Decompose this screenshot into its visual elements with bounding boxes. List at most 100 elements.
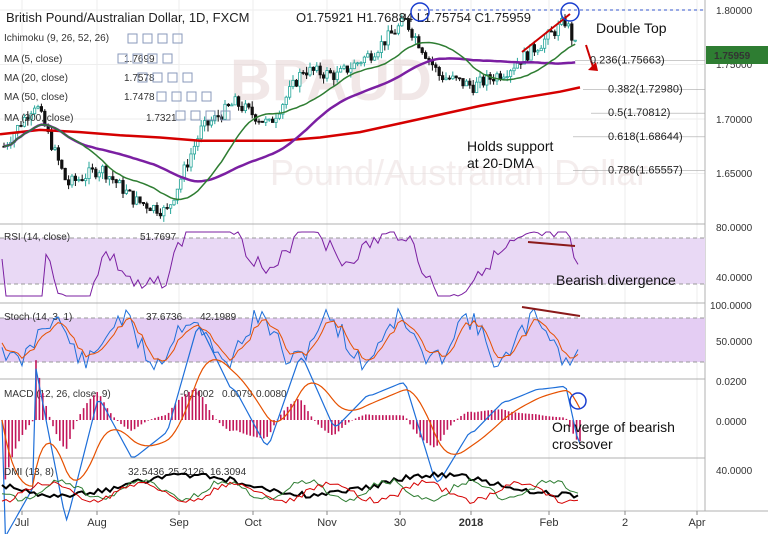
rsi-value: 51.7697 (140, 232, 177, 243)
legend-icon[interactable] (205, 110, 216, 121)
legend-icon[interactable] (190, 110, 201, 121)
macd-hist-bar (416, 420, 418, 434)
x-tick-label: Oct (244, 517, 261, 529)
candle-body (434, 64, 438, 68)
macd-hist-bar (327, 420, 330, 433)
macd-hist-bar (368, 414, 370, 420)
legend-icon[interactable] (142, 33, 153, 44)
macd-hist-bar (21, 420, 24, 435)
legend-icon[interactable] (162, 53, 173, 64)
macd-hist-bar (405, 418, 408, 420)
legend-icon[interactable] (171, 91, 182, 102)
candle-body (104, 165, 108, 180)
legend-icon[interactable] (127, 33, 138, 44)
candle-body (338, 68, 343, 73)
candle-body (294, 79, 299, 87)
double-top-trendline (521, 13, 571, 53)
candle-body (111, 176, 115, 181)
macd-hist-bar (562, 417, 564, 420)
macd-hist-bar (436, 420, 438, 446)
candle-body (270, 118, 275, 123)
indicator-legend: Ichimoku (9, 26, 52, 26) MA (5, close) 1… (4, 33, 177, 124)
legend-icon[interactable] (182, 72, 193, 83)
macd-hist-bar (490, 410, 493, 420)
candle-body (80, 179, 84, 182)
price-tick-1: 1.80000 (716, 6, 753, 17)
legend-icon[interactable] (137, 72, 148, 83)
candle-body (308, 66, 312, 76)
macd-hist-bar (188, 391, 190, 420)
macd-hist-bar (575, 420, 578, 440)
legend-icon[interactable] (156, 91, 167, 102)
macd-hist-bar (239, 420, 241, 433)
candle-body (56, 147, 61, 161)
candle-body (396, 25, 401, 34)
legend-icon[interactable] (132, 53, 143, 64)
fib-label: 0.618(1.68644) (608, 131, 683, 143)
macd-hist-bar (110, 413, 112, 420)
macd-hist-bar (11, 420, 13, 458)
candle-body (400, 18, 404, 27)
candle-body (304, 72, 309, 76)
ichimoku-label: Ichimoku (9, 26, 52, 26) (4, 33, 109, 44)
legend-icons[interactable] (117, 33, 231, 121)
legend-icon[interactable] (186, 91, 197, 102)
ma50-label: MA (50, close) (4, 92, 68, 103)
macd-hist-bar (208, 410, 211, 420)
candle-body (570, 23, 574, 41)
macd-hist-bar (433, 420, 435, 448)
candle-body (277, 113, 282, 119)
macd-hist-bar (205, 404, 207, 420)
macd-hist-bar (354, 418, 357, 420)
candle-body (202, 120, 207, 127)
price-tick-4: 1.65000 (716, 169, 753, 180)
legend-icon[interactable] (175, 110, 186, 121)
candle-body (155, 205, 159, 214)
legend-icon[interactable] (201, 91, 212, 102)
macd-hist-bar (395, 415, 398, 420)
legend-icon[interactable] (167, 72, 178, 83)
candle-body (495, 73, 499, 82)
candle-body (376, 52, 380, 58)
candle-body (383, 41, 387, 46)
macd-hist-bar (113, 417, 115, 420)
macd-hist-bar (212, 415, 214, 420)
legend-icon[interactable] (172, 33, 183, 44)
candle-body (243, 103, 247, 111)
legend-icon[interactable] (152, 72, 163, 83)
macd-hist-bar (242, 420, 245, 434)
candle-body (138, 196, 142, 203)
macd-hist-bar (518, 412, 520, 420)
macd-hist-bar (460, 416, 462, 420)
candle-body (94, 168, 98, 178)
dmi-tick-40: 40.0000 (716, 466, 753, 477)
macd-hist-bar (218, 420, 221, 424)
candle-body (107, 176, 111, 180)
candle-body (318, 65, 322, 76)
dmi-plus-value: 25.2126 (168, 467, 205, 478)
legend-icon[interactable] (220, 110, 231, 121)
candle-body (386, 30, 390, 46)
legend-icon[interactable] (157, 33, 168, 44)
macd-hist-bar (144, 420, 146, 423)
ma5-label: MA (5, close) (4, 54, 62, 65)
pane-separators (0, 0, 768, 512)
macd-hist-bar (154, 417, 156, 420)
candle-body (355, 62, 360, 65)
macd-hist-bar (28, 420, 30, 426)
legend-icon[interactable] (117, 53, 128, 64)
macd-hist-bar (538, 414, 540, 420)
rsi-band (0, 238, 705, 284)
fib-levels: 0.236(1.75663) 0.382(1.72980) 0.5(1.70812)… (573, 54, 705, 176)
macd-hist-bar (259, 420, 262, 438)
candle-body (73, 175, 77, 181)
macd-hist-bar (392, 415, 394, 420)
macd-hist-bar (552, 416, 554, 420)
macd-hist-bar (572, 420, 574, 434)
macd-hist-bar (4, 420, 7, 480)
legend-icon[interactable] (147, 53, 158, 64)
down-arrow-head (588, 62, 598, 71)
macd-tick-0200: 0.0200 (716, 377, 747, 388)
macd-hist-bar (463, 413, 466, 420)
